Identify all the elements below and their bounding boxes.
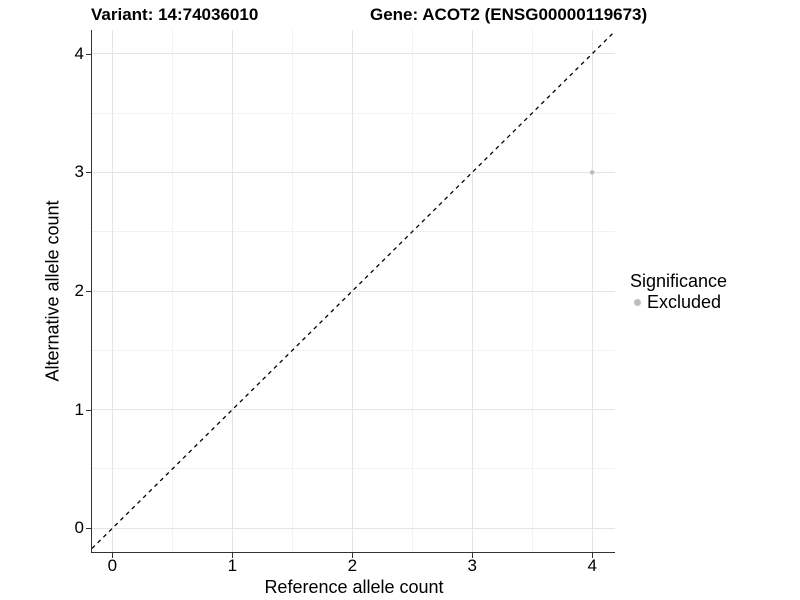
gridline-major-horizontal: [92, 527, 615, 529]
y-tick-label: 1: [74, 399, 84, 419]
x-tick: [472, 553, 474, 558]
y-tick: [86, 291, 91, 292]
gridline-minor-horizontal: [92, 112, 615, 114]
x-tick-label: 3: [467, 556, 477, 575]
identity-line: [92, 30, 615, 549]
x-tick-label: 2: [347, 556, 358, 575]
legend-items: Excluded: [630, 292, 727, 312]
x-tick: [592, 553, 594, 558]
legend: Significance Excluded: [630, 271, 727, 312]
legend-item-label: Excluded: [647, 292, 722, 312]
gridline-major-horizontal: [92, 409, 615, 411]
x-tick-label: 0: [107, 556, 118, 575]
y-axis-line: [91, 30, 92, 553]
legend-title: Significance: [630, 271, 728, 291]
y-tick: [86, 409, 91, 411]
plot-canvas: [92, 30, 615, 549]
y-tick-label: 2: [74, 281, 84, 300]
x-tick-label: 1: [227, 556, 238, 575]
plot-title-gene: Gene: ACOT2 (ENSG00000119673): [370, 5, 648, 24]
gridline-major-horizontal: [92, 290, 615, 292]
y-tick: [86, 53, 91, 55]
x-tick: [232, 553, 234, 558]
plot-panel: [92, 30, 615, 552]
x-tick: [112, 553, 114, 558]
y-tick-label: 3: [74, 162, 84, 182]
legend-point-icon: [634, 298, 641, 306]
y-tick-label: 0: [74, 518, 84, 538]
x-tick-label: 4: [587, 556, 597, 575]
y-tick: [86, 528, 91, 530]
gridline-minor-horizontal: [92, 349, 615, 351]
legend-item: Excluded: [630, 292, 727, 312]
plot-title-variant: Variant: 14:74036010: [91, 5, 259, 24]
y-tick-label: 4: [74, 43, 84, 63]
x-axis-title: Reference allele count: [264, 577, 444, 597]
x-axis-line: [91, 552, 615, 553]
gridline-major-horizontal: [92, 53, 615, 55]
x-tick: [352, 553, 354, 558]
y-tick: [86, 172, 91, 174]
gridline-major-horizontal: [92, 171, 615, 173]
data-point: [589, 170, 595, 175]
gridline-minor-horizontal: [92, 468, 615, 470]
gridline-minor-horizontal: [92, 231, 615, 233]
